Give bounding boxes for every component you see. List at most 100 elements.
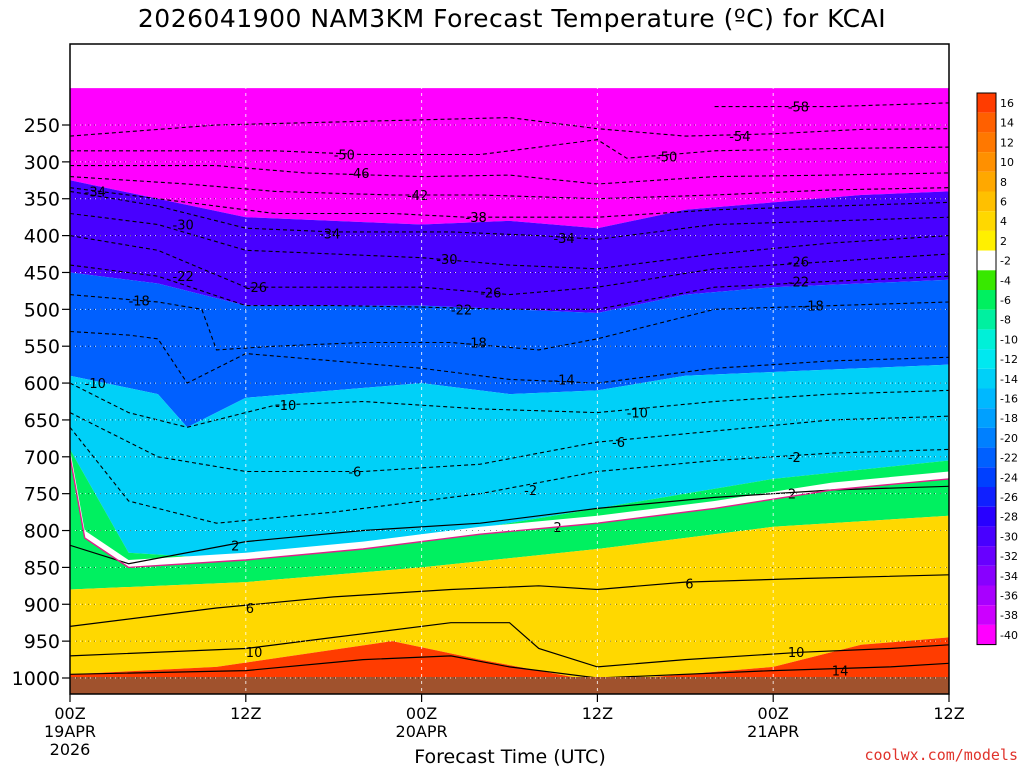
isotherm-dashed bbox=[70, 176, 949, 200]
temperature-band bbox=[70, 180, 949, 313]
x-tick-label: 12Z bbox=[582, 704, 613, 723]
colorbar-label: 10 bbox=[1000, 156, 1014, 169]
contour-label: 10 bbox=[246, 646, 263, 661]
temperature-band bbox=[70, 449, 949, 590]
colorbar-label: -34 bbox=[1000, 570, 1018, 583]
y-tick-label: 850 bbox=[24, 557, 60, 579]
colorbar-label: -40 bbox=[1000, 629, 1018, 642]
colorbar-swatch bbox=[977, 349, 996, 369]
colorbar-label: -8 bbox=[1000, 314, 1011, 327]
contour-label: 2 bbox=[788, 488, 796, 503]
contour-label: -22 bbox=[173, 270, 194, 285]
colorbar-swatch bbox=[977, 585, 996, 606]
isotherm-dashed bbox=[70, 330, 949, 384]
y-tick-label: 600 bbox=[24, 373, 60, 395]
colorbar-label: -12 bbox=[1000, 353, 1018, 366]
y-tick-label: 350 bbox=[24, 189, 60, 211]
contour-label: 2 bbox=[553, 521, 561, 536]
isotherm-dashed bbox=[70, 235, 949, 296]
colorbar-label: -16 bbox=[1000, 393, 1018, 406]
contour-label: -18 bbox=[129, 294, 150, 309]
colorbar-swatch bbox=[977, 309, 996, 330]
colorbar-swatch bbox=[977, 487, 996, 507]
colorbar-label: -6 bbox=[1000, 294, 1011, 307]
isotherm-dashed bbox=[70, 294, 949, 351]
contour-label: -46 bbox=[348, 167, 369, 182]
y-tick-label: 550 bbox=[24, 336, 60, 358]
y-tick-label: 1000 bbox=[12, 668, 60, 690]
x-tick-date: 2026 bbox=[50, 740, 91, 759]
colorbar-label: 4 bbox=[1000, 215, 1007, 228]
contour-label: -50 bbox=[334, 148, 355, 163]
temperature-band bbox=[70, 515, 949, 677]
y-tick-label: 250 bbox=[24, 115, 60, 137]
x-tick-label: 12Z bbox=[230, 704, 261, 723]
contour-label: 10 bbox=[788, 646, 805, 661]
y-tick-label: 950 bbox=[24, 631, 60, 653]
grid-lines bbox=[69, 44, 950, 694]
colorbar-label: -4 bbox=[1000, 274, 1011, 287]
colorbar-swatch bbox=[977, 152, 996, 172]
colorbar-swatch bbox=[977, 171, 996, 192]
y-tick-label: 900 bbox=[24, 594, 60, 616]
colorbar-swatch bbox=[977, 447, 996, 468]
colorbar-label: -18 bbox=[1000, 412, 1018, 425]
colorbar-swatch bbox=[977, 230, 996, 251]
y-axis: 250 300 350 400 450 500 550 600 650 700 750 800 850 9… bbox=[12, 115, 70, 690]
contour-label: -50 bbox=[656, 151, 677, 166]
contour-label: -14 bbox=[553, 373, 574, 388]
contour-label: -2 bbox=[788, 451, 801, 466]
contour-label: 14 bbox=[832, 665, 849, 680]
contour-label: -10 bbox=[627, 407, 648, 422]
contour-label: -18 bbox=[803, 300, 824, 315]
colorbar-swatch bbox=[977, 290, 996, 310]
colorbar: 16 14 12 10 8 6 4 2 -2 -4 -6 -8 -10 -12 -14 -16 -18 -20 -2… bbox=[976, 92, 1018, 646]
temperature-band bbox=[70, 272, 949, 428]
x-axis-label: Forecast Time (UTC) bbox=[414, 746, 606, 768]
colorbar-swatch bbox=[977, 427, 996, 448]
colorbar-label: -14 bbox=[1000, 373, 1018, 386]
contour-label: 2 bbox=[231, 539, 239, 554]
colorbar-label: -38 bbox=[1000, 609, 1018, 622]
temperature-fill bbox=[70, 88, 949, 677]
colorbar-label: 14 bbox=[1000, 117, 1014, 130]
chart-title: 2026041900 NAM3KM Forecast Temperature (… bbox=[137, 4, 887, 33]
contour-label: -6 bbox=[348, 466, 361, 481]
isotherm-solid bbox=[70, 655, 949, 677]
contour-label: -2 bbox=[524, 484, 537, 499]
colorbar-label: -24 bbox=[1000, 471, 1018, 484]
colorbar-swatch bbox=[977, 191, 996, 212]
colorbar-label: -32 bbox=[1000, 550, 1018, 563]
y-tick-label: 300 bbox=[24, 152, 60, 174]
x-tick-date: 21APR bbox=[747, 722, 799, 741]
colorbar-swatch bbox=[977, 329, 996, 350]
contour-label: -34 bbox=[85, 185, 106, 200]
colorbar-swatch bbox=[977, 250, 996, 271]
temperature-band bbox=[70, 364, 949, 560]
contour-label: -54 bbox=[729, 130, 750, 145]
y-tick-label: 400 bbox=[24, 226, 60, 248]
colorbar-swatch bbox=[977, 132, 996, 153]
contour-label: -18 bbox=[466, 337, 487, 352]
colorbar-frame bbox=[976, 92, 997, 646]
contour-label: 6 bbox=[685, 578, 693, 593]
colorbar-swatch bbox=[977, 467, 996, 487]
colorbar-label: -28 bbox=[1000, 511, 1018, 524]
y-tick-label: 650 bbox=[24, 410, 60, 432]
colorbar-label: -20 bbox=[1000, 432, 1018, 445]
watermark-link[interactable]: coolwx.com/models bbox=[864, 746, 1018, 764]
colorbar-swatch bbox=[977, 605, 996, 625]
contour-label: -58 bbox=[788, 101, 809, 116]
y-tick-label: 800 bbox=[24, 521, 60, 543]
contour-label: 6 bbox=[246, 602, 254, 617]
colorbar-label: 6 bbox=[1000, 196, 1007, 209]
contour-label: -22 bbox=[451, 303, 472, 318]
colorbar-label: -36 bbox=[1000, 590, 1018, 603]
colorbar-label: -10 bbox=[1000, 333, 1018, 346]
contour-label: -42 bbox=[407, 189, 428, 204]
x-tick-date: 20APR bbox=[396, 722, 448, 741]
x-tick-label: 00Z bbox=[54, 704, 85, 723]
y-tick-label: 500 bbox=[24, 299, 60, 321]
colorbar-label: 2 bbox=[1000, 235, 1007, 248]
